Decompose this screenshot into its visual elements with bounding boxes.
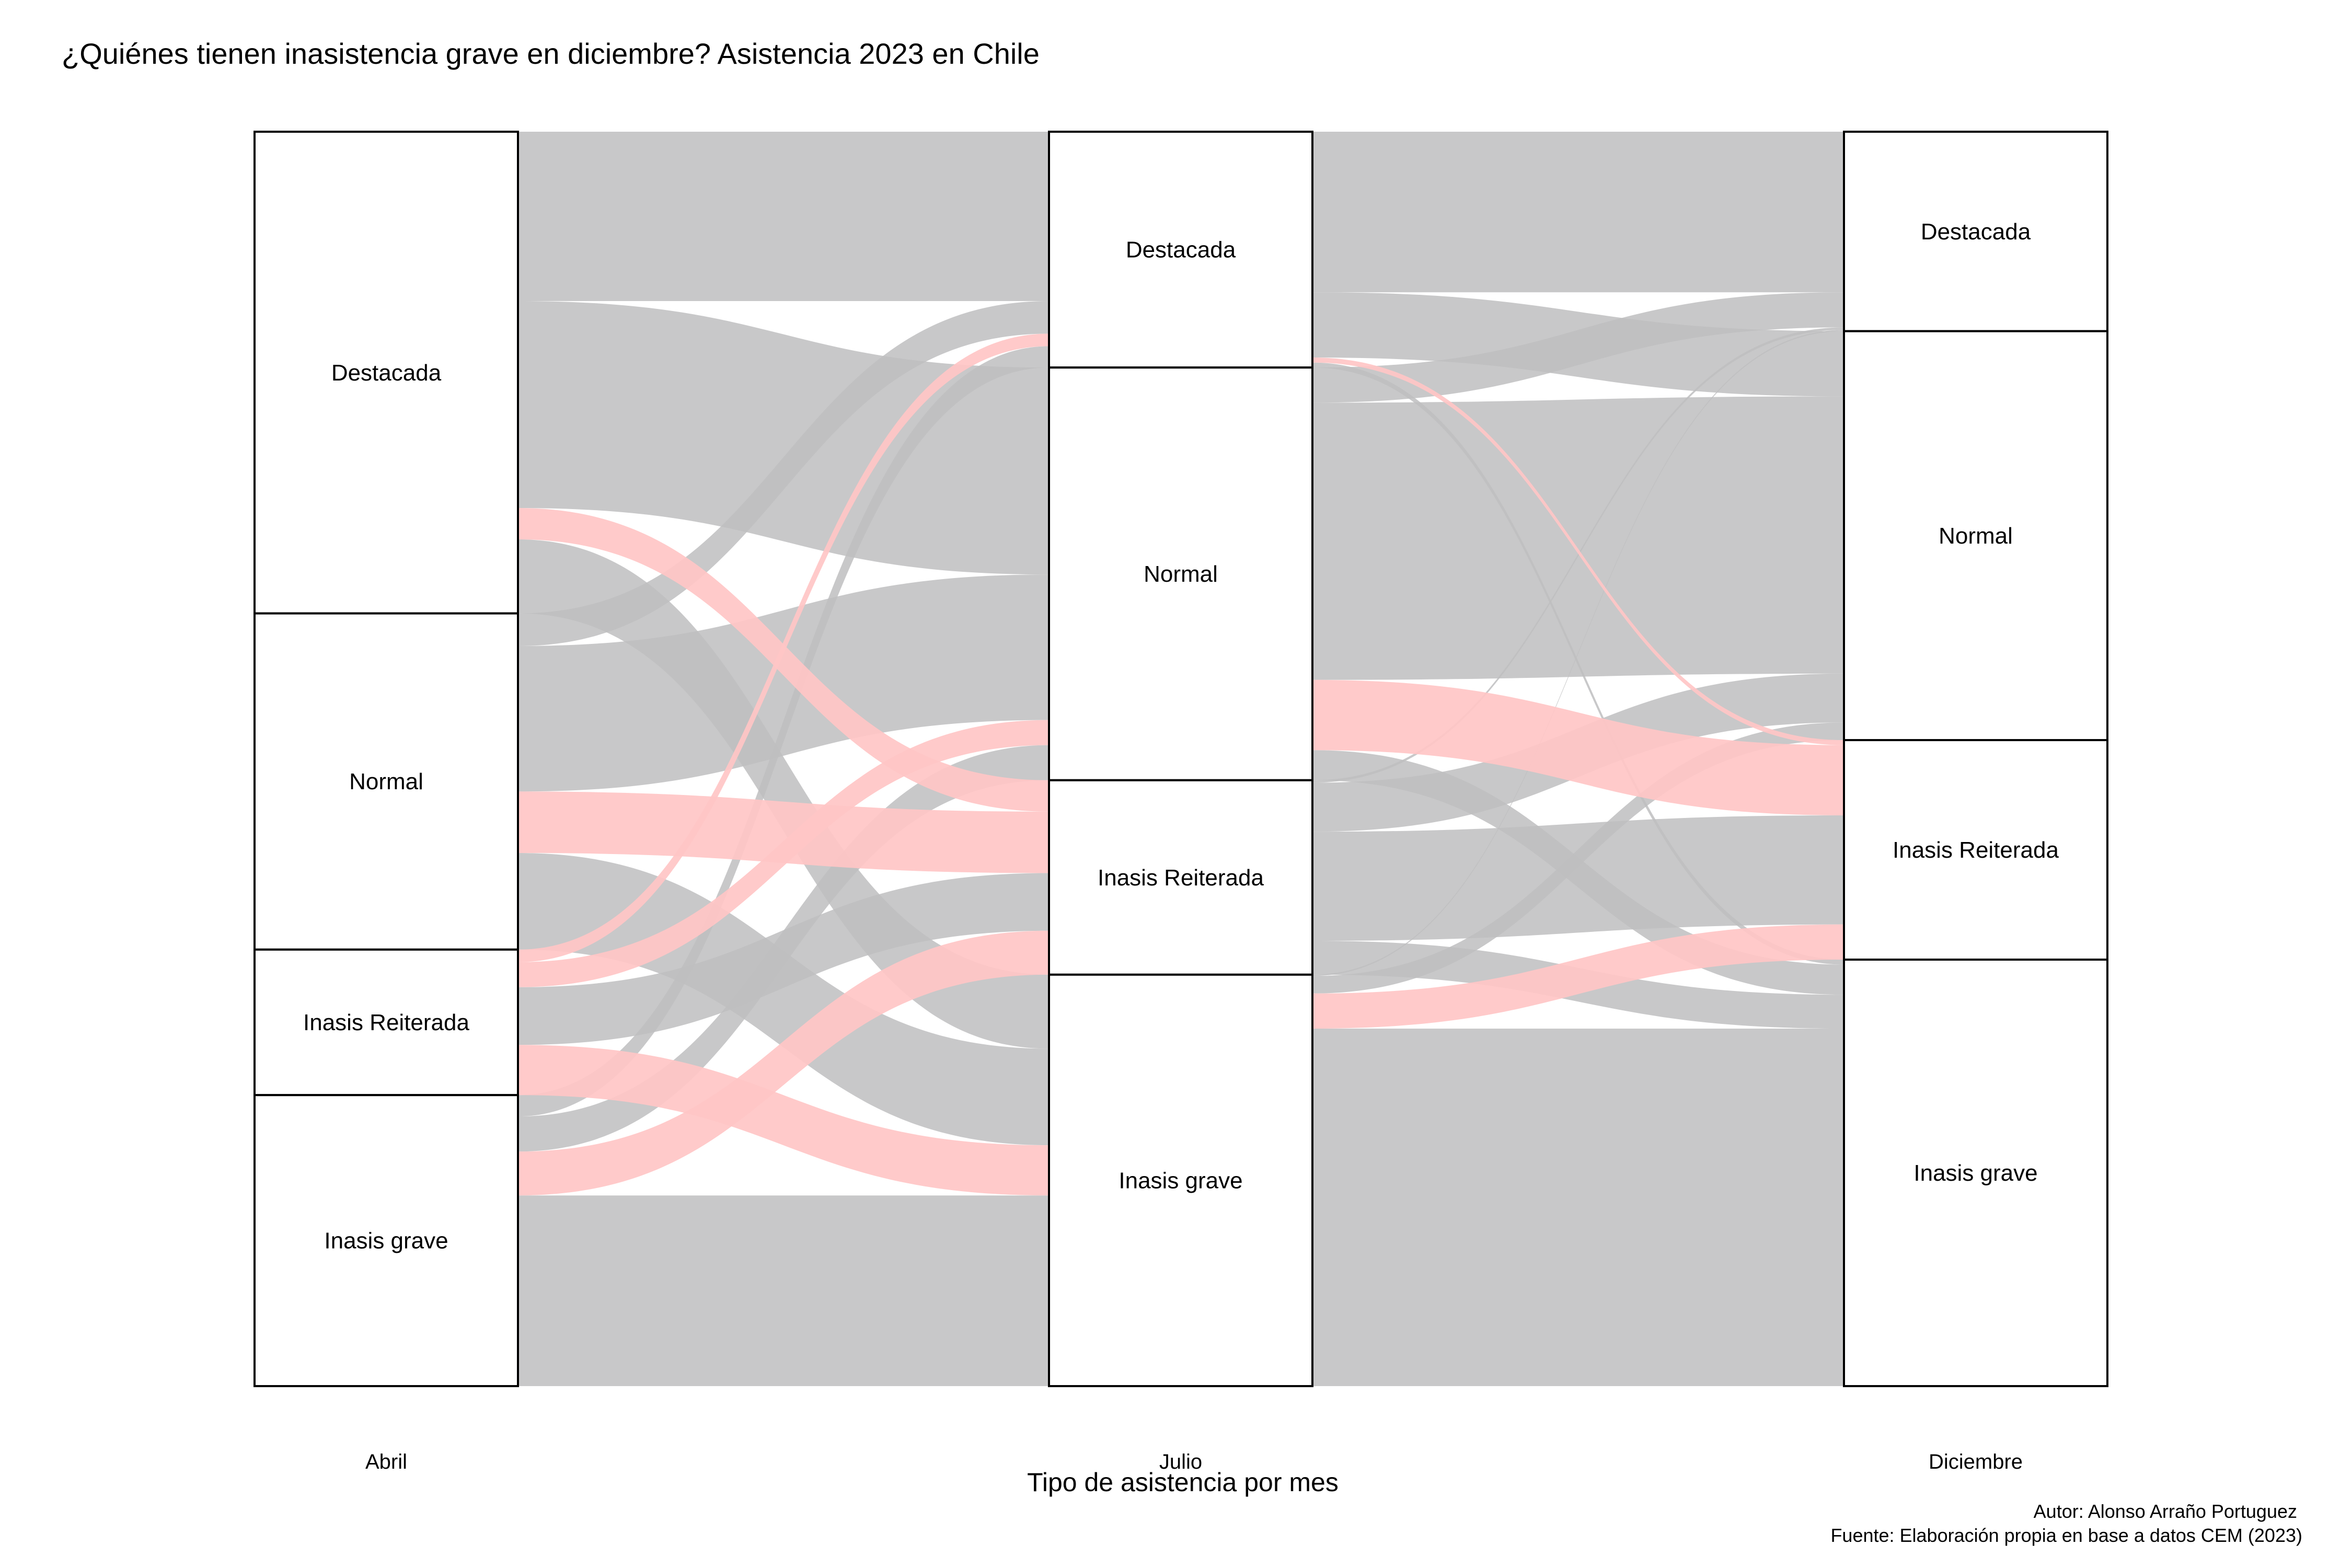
flow-abril-julio-destacada-to-destacada: [518, 132, 1049, 301]
x-axis-title: Tipo de asistencia por mes: [1027, 1468, 1339, 1497]
flow-abril-julio-normal-to-inasis-reiterada: [518, 791, 1049, 873]
flow-abril-julio-inasis-grave-to-inasis-grave: [518, 1195, 1049, 1386]
stratum-abril-inasis-grave: [253, 1094, 519, 1387]
flows-base-layer: [518, 132, 1844, 1386]
flow-julio-diciembre-destacada-to-inasis-reiterada: [1312, 358, 1844, 745]
flow-julio-diciembre-inasis-grave-to-inasis-grave: [1312, 1029, 1844, 1386]
stratum-julio-inasis-grave-label: Inasis grave: [1119, 1168, 1242, 1193]
chart-title: ¿Quiénes tienen inasistencia grave en di…: [62, 37, 1040, 70]
flow-julio-diciembre-normal-to-inasis-reiterada: [1312, 679, 1844, 815]
caption-source: Fuente: Elaboración propia en base a dat…: [1830, 1525, 2302, 1546]
flow-abril-julio-destacada-to-normal: [518, 301, 1049, 575]
axis-tick-diciembre: Diciembre: [1929, 1450, 2023, 1473]
flow-abril-julio-inasis-grave-to-destacada: [518, 346, 1049, 1116]
stratum-abril-inasis-reiterada: [253, 948, 519, 1097]
stratum-diciembre-inasis-grave: [1843, 959, 2108, 1387]
flow-julio-diciembre-inasis-reiterada-to-destacada: [1312, 327, 1844, 783]
flow-abril-julio-inasis-reiterada-to-inasis-grave: [518, 1045, 1049, 1196]
stratum-julio-inasis-reiterada-label: Inasis Reiterada: [1098, 865, 1264, 891]
axis-tick-julio: Julio: [1159, 1450, 1202, 1473]
flow-julio-diciembre-normal-to-normal: [1312, 396, 1844, 680]
stratum-abril-normal-label: Normal: [349, 769, 423, 794]
stratum-diciembre-inasis-reiterada-label: Inasis Reiterada: [1893, 837, 2059, 863]
stratum-diciembre-destacada-label: Destacada: [1921, 219, 2031, 245]
stratum-abril-inasis-reiterada-label: Inasis Reiterada: [303, 1010, 469, 1035]
stratum-julio-destacada-label: Destacada: [1126, 237, 1236, 263]
flow-abril-julio-destacada-to-inasis-grave: [518, 539, 1049, 1049]
flow-abril-julio-inasis-grave-to-inasis-reiterada: [518, 930, 1049, 1196]
flow-abril-julio-inasis-reiterada-to-normal: [518, 720, 1049, 987]
stratum-abril-normal: [253, 612, 519, 951]
flow-julio-diciembre-normal-to-destacada: [1312, 292, 1844, 403]
caption-author: Autor: Alonso Arraño Portuguez: [2034, 1501, 2297, 1522]
stratum-julio-inasis-grave: [1048, 973, 1313, 1388]
flow-abril-julio-normal-to-destacada: [518, 301, 1049, 646]
stratum-abril-inasis-grave-label: Inasis grave: [324, 1228, 448, 1254]
flows-highlight-layer: [518, 333, 1844, 1196]
flow-abril-julio-normal-to-inasis-grave: [518, 853, 1049, 1146]
flow-julio-diciembre-destacada-to-destacada: [1312, 132, 1844, 293]
flow-julio-diciembre-inasis-grave-to-inasis-reiterada: [1312, 924, 1844, 1029]
stratum-diciembre-destacada: [1843, 131, 2108, 332]
stratum-julio-destacada: [1048, 131, 1313, 369]
flow-julio-diciembre-inasis-reiterada-to-inasis-reiterada: [1312, 815, 1844, 941]
stratum-julio-normal: [1048, 366, 1313, 781]
flow-julio-diciembre-inasis-grave-to-normal: [1312, 722, 1844, 994]
flow-abril-julio-inasis-grave-to-normal: [518, 745, 1049, 1152]
stratum-diciembre-normal: [1843, 330, 2108, 741]
flow-julio-diciembre-inasis-grave-to-destacada: [1312, 330, 1844, 976]
stratum-abril-destacada-label: Destacada: [331, 360, 442, 386]
stratum-diciembre-normal-label: Normal: [1939, 523, 2013, 549]
strata-layer: Destacada Normal Inasis Reiterada Inasis gr…: [253, 131, 2108, 1388]
flow-abril-julio-inasis-reiterada-to-destacada: [518, 333, 1049, 962]
stratum-abril-destacada: [253, 131, 519, 615]
stratum-diciembre-inasis-reiterada: [1843, 739, 2108, 961]
axis-tick-abril: Abril: [365, 1450, 407, 1473]
stratum-julio-normal-label: Normal: [1144, 561, 1218, 587]
stratum-diciembre-inasis-grave-label: Inasis grave: [1913, 1160, 2037, 1186]
axis-tick-labels: Abril Julio Diciembre: [365, 1450, 2023, 1473]
flow-abril-julio-destacada-to-inasis-reiterada: [518, 508, 1049, 812]
flow-abril-julio-normal-to-normal: [518, 574, 1049, 792]
